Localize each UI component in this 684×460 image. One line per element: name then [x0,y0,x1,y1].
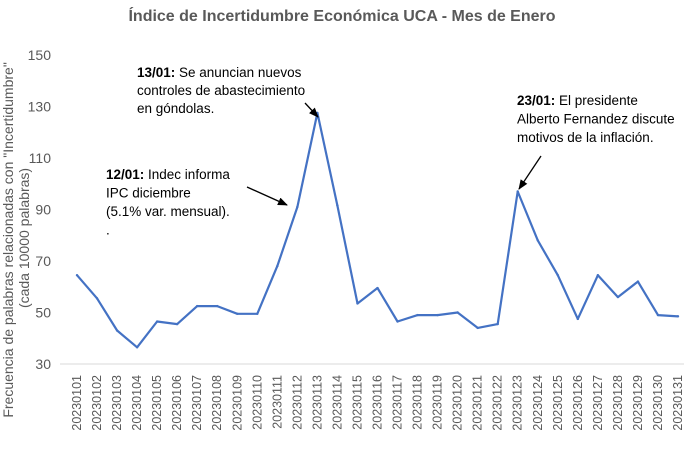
data-point [236,312,239,315]
data-point [416,313,419,317]
data-point [316,111,319,115]
x-tick-label: 20230131 [671,375,684,431]
annotation-text: 13/01: Se anuncian nuevos controles de ab… [137,65,305,116]
chart-title: Índice de Incertidumbre Económica UCA - … [128,8,556,25]
y-axis-label-line-2: (cada 10000 palabras) [16,168,32,308]
data-point [356,302,359,305]
y-tick-label: 30 [35,356,51,372]
x-tick-label: 20230127 [591,375,605,431]
x-tick-label: 20230110 [250,375,264,430]
x-tick-label: 20230118 [411,375,425,430]
data-point [456,311,459,314]
annotation-text: 12/01: Indec informa IPC diciembre (5.1% v… [106,167,230,238]
y-tick-label: 110 [29,150,52,166]
data-point [336,204,339,207]
x-tick-label: 20230119 [431,375,445,430]
x-tick-label: 20230126 [571,375,585,431]
x-tick-label: 20230115 [350,375,364,430]
x-tick-label: 20230102 [90,375,104,431]
x-tick-label: 20230101 [70,375,84,431]
data-point [656,313,660,317]
x-tick-label: 20230103 [110,375,124,431]
data-point [196,304,199,308]
x-tick-label: 20230129 [631,375,645,431]
x-tick-label: 20230128 [611,375,625,431]
x-tick-label: 20230105 [150,375,164,431]
data-point [676,315,680,318]
data-point [596,273,600,277]
y-tick-label: 50 [35,305,51,321]
data-point [175,322,179,326]
y-axis-label-line-1: Frecuencia de palabras relacionadas con … [0,62,16,417]
x-tick-label: 20230122 [491,375,505,431]
series-layer [75,111,680,349]
data-point [536,239,539,242]
data-point [576,317,580,321]
x-tick-label: 20230124 [531,375,545,431]
data-point [636,280,640,283]
data-point [476,326,479,330]
data-point [256,312,259,315]
data-point [115,329,119,332]
data-point [155,320,159,323]
x-tick-label: 20230130 [651,375,665,431]
x-axis: 20230101 20230102 20230103 20230104 20230105… [60,363,684,431]
data-point [436,313,439,317]
x-tick-label: 20230123 [511,375,525,431]
x-tick-label: 20230107 [190,375,204,431]
x-tick-label: 20230106 [170,375,184,431]
data-point [516,190,519,193]
data-point [75,273,79,277]
annotation-arrow [246,186,288,206]
x-tick-label: 20230120 [451,375,465,431]
x-tick-label: 20230111 [270,375,284,429]
data-point [135,346,139,349]
y-tick-label: 150 [28,47,52,63]
x-tick-label: 20230117 [391,375,405,430]
x-tick-label: 20230104 [130,375,144,431]
data-point [95,297,99,300]
y-axis-label: Frecuencia de palabras relacionadas con … [0,58,32,417]
series-line [76,111,679,349]
y-axis-ticks: 30 50 70 90 110 130 150 [28,47,52,372]
annotation-arrow [518,155,542,190]
x-tick-label: 20230125 [551,375,565,431]
data-point [396,320,399,323]
annotation-arrow [304,102,319,118]
data-point [296,205,299,209]
data-point [376,286,379,290]
x-tick-label: 20230108 [210,375,224,431]
x-tick-label: 20230109 [230,375,244,431]
x-tick-label: 20230112 [290,375,304,430]
y-tick-label: 130 [28,99,52,115]
data-point [616,295,620,299]
y-tick-label: 70 [35,253,51,269]
data-point [276,264,279,268]
x-tick-label: 20230116 [371,375,385,430]
annotation-text: 23/01: El presidente Alberto Fernandez di… [517,93,675,145]
x-tick-label: 20230121 [471,375,485,431]
data-point [496,322,499,326]
data-point [556,273,559,277]
annotations-layer: 13/01: Se anuncian nuevos controles de ab… [106,65,675,238]
y-tick-label: 90 [35,202,51,218]
x-tick-label: 20230114 [330,375,344,430]
x-tick-label: 20230113 [310,375,324,430]
data-point [216,304,219,308]
